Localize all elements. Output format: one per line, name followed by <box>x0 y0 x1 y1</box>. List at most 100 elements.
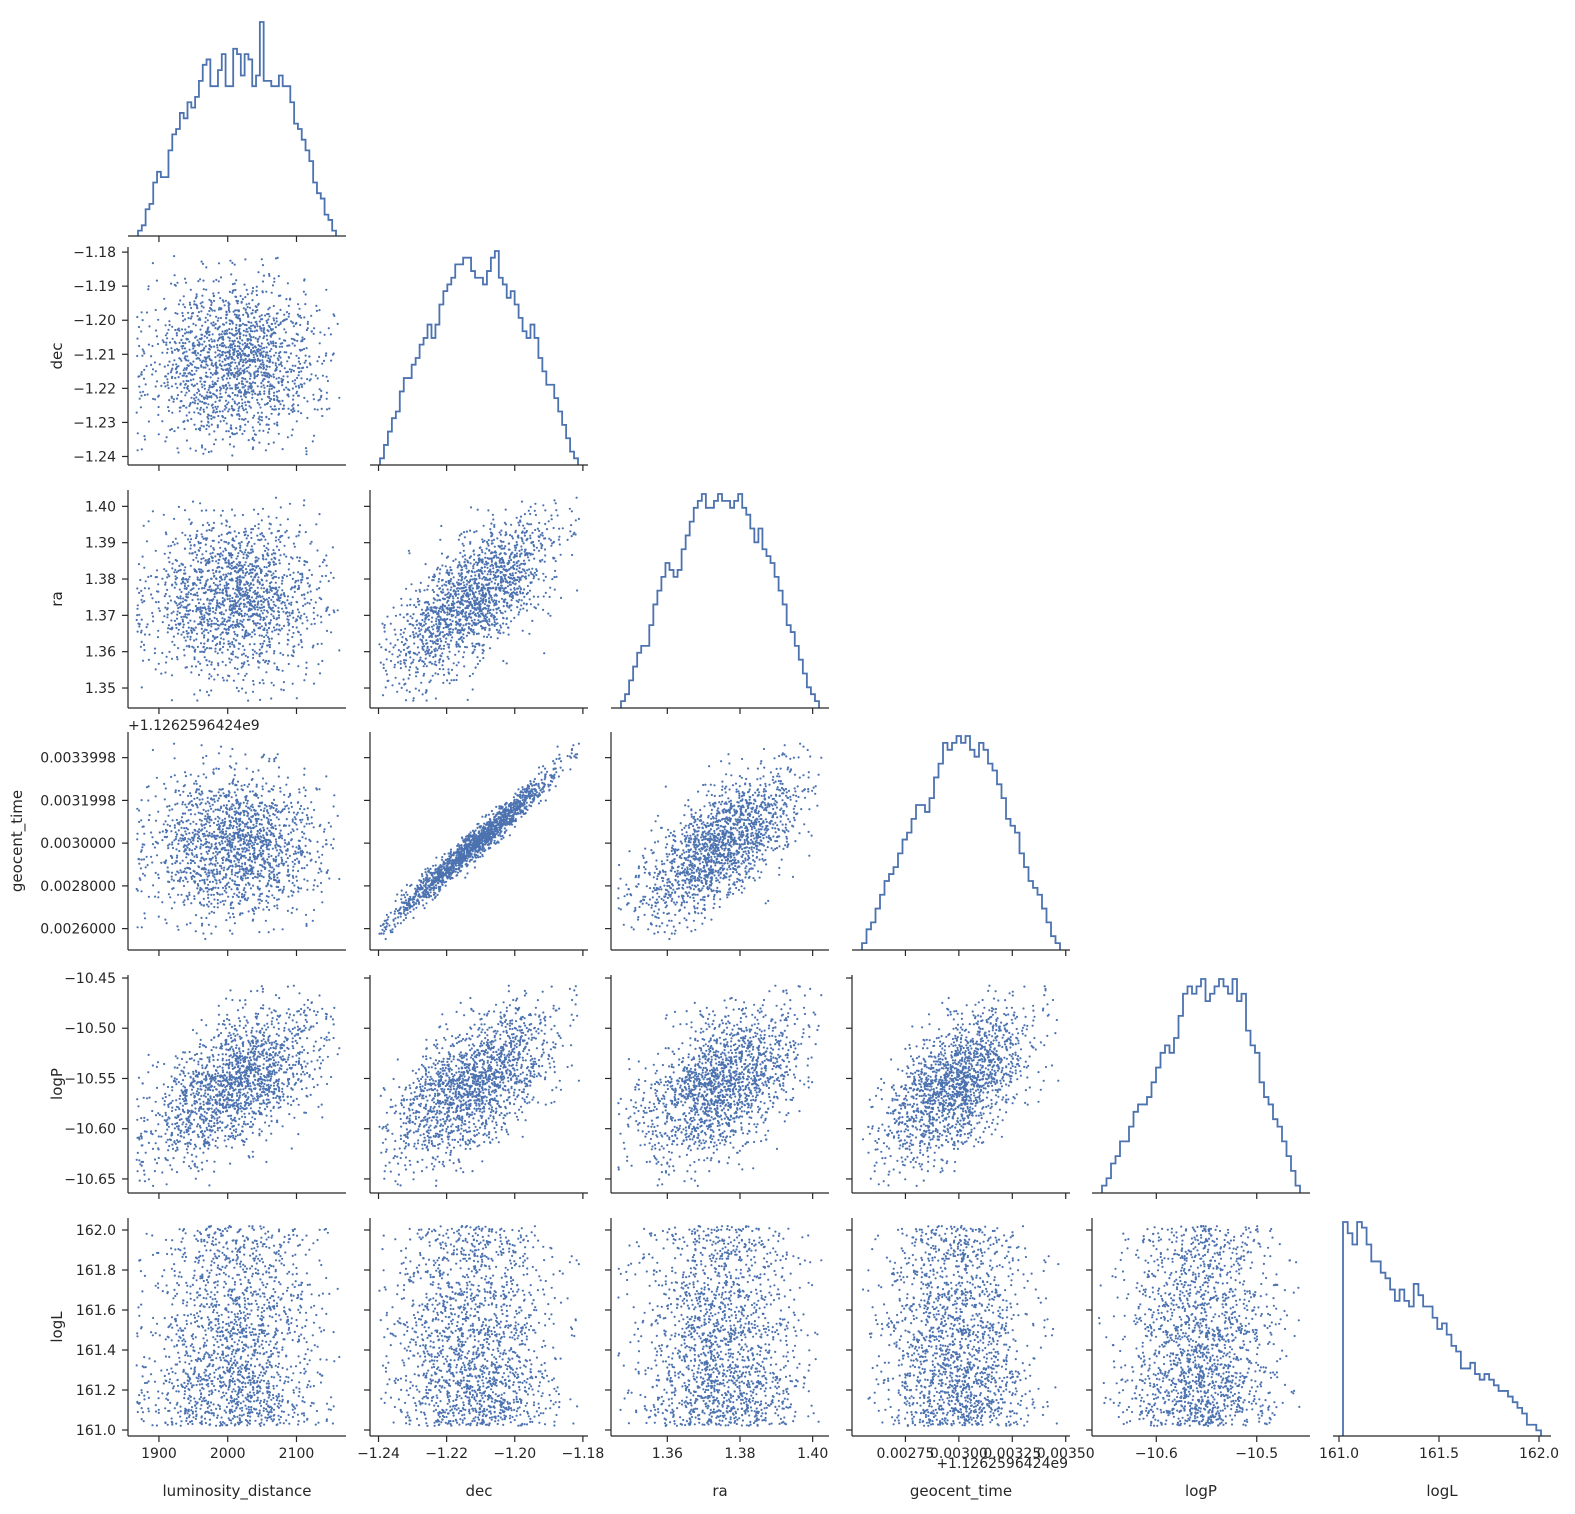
point <box>213 416 215 418</box>
point <box>407 620 409 622</box>
point <box>229 661 231 663</box>
point <box>278 390 280 392</box>
point <box>236 567 238 569</box>
point <box>210 300 212 302</box>
point <box>196 592 198 594</box>
point <box>281 400 283 402</box>
point <box>202 453 204 455</box>
point <box>531 620 533 622</box>
point <box>242 679 244 681</box>
point <box>176 658 178 660</box>
point <box>502 617 504 619</box>
point <box>499 590 501 592</box>
point <box>490 573 492 575</box>
point <box>243 334 245 336</box>
point <box>239 372 241 374</box>
point <box>182 342 184 344</box>
point <box>189 302 191 304</box>
point <box>258 653 260 655</box>
point <box>425 689 427 691</box>
point <box>517 576 519 578</box>
point <box>279 346 281 348</box>
point <box>194 583 196 585</box>
point <box>231 356 233 358</box>
point <box>417 671 419 673</box>
point <box>521 575 523 577</box>
point <box>254 569 256 571</box>
point <box>238 605 240 607</box>
point <box>213 300 215 302</box>
point <box>306 602 308 604</box>
point <box>253 622 255 624</box>
point <box>268 597 270 599</box>
point <box>328 614 330 616</box>
point <box>242 514 244 516</box>
point <box>276 422 278 424</box>
point <box>248 358 250 360</box>
point <box>467 699 469 701</box>
point <box>230 369 232 371</box>
point <box>171 641 173 643</box>
point <box>223 385 225 387</box>
point <box>290 371 292 373</box>
point <box>189 535 191 537</box>
point <box>488 634 490 636</box>
point <box>521 599 523 601</box>
point <box>165 661 167 663</box>
point <box>188 341 190 343</box>
point <box>207 403 209 405</box>
point <box>266 589 268 591</box>
point <box>245 530 247 532</box>
point <box>211 424 213 426</box>
point <box>499 624 501 626</box>
point <box>492 609 494 611</box>
point <box>170 545 172 547</box>
point <box>184 548 186 550</box>
point <box>220 307 222 309</box>
point <box>285 371 287 373</box>
point <box>225 590 227 592</box>
point <box>240 358 242 360</box>
point <box>167 384 169 386</box>
point <box>442 604 444 606</box>
point <box>180 634 182 636</box>
point <box>282 654 284 656</box>
point <box>229 384 231 386</box>
point <box>488 592 490 594</box>
point <box>472 645 474 647</box>
point <box>252 528 254 530</box>
point <box>150 364 152 366</box>
point <box>268 638 270 640</box>
point <box>168 387 170 389</box>
point <box>239 608 241 610</box>
point <box>163 298 165 300</box>
point <box>244 385 246 387</box>
point <box>185 606 187 608</box>
point <box>217 415 219 417</box>
point <box>318 309 320 311</box>
point <box>166 352 168 354</box>
point <box>302 605 304 607</box>
point <box>325 575 327 577</box>
point <box>281 583 283 585</box>
point <box>524 551 526 553</box>
point <box>490 571 492 573</box>
point <box>185 383 187 385</box>
point <box>263 393 265 395</box>
point <box>155 576 157 578</box>
point <box>138 614 140 616</box>
point <box>325 554 327 556</box>
point <box>234 367 236 369</box>
point <box>250 537 252 539</box>
point <box>190 363 192 365</box>
point <box>182 606 184 608</box>
point <box>208 529 210 531</box>
point <box>226 679 228 681</box>
point <box>450 589 452 591</box>
point <box>221 617 223 619</box>
point <box>271 631 273 633</box>
point <box>164 671 166 673</box>
point <box>239 415 241 417</box>
point <box>288 305 290 307</box>
